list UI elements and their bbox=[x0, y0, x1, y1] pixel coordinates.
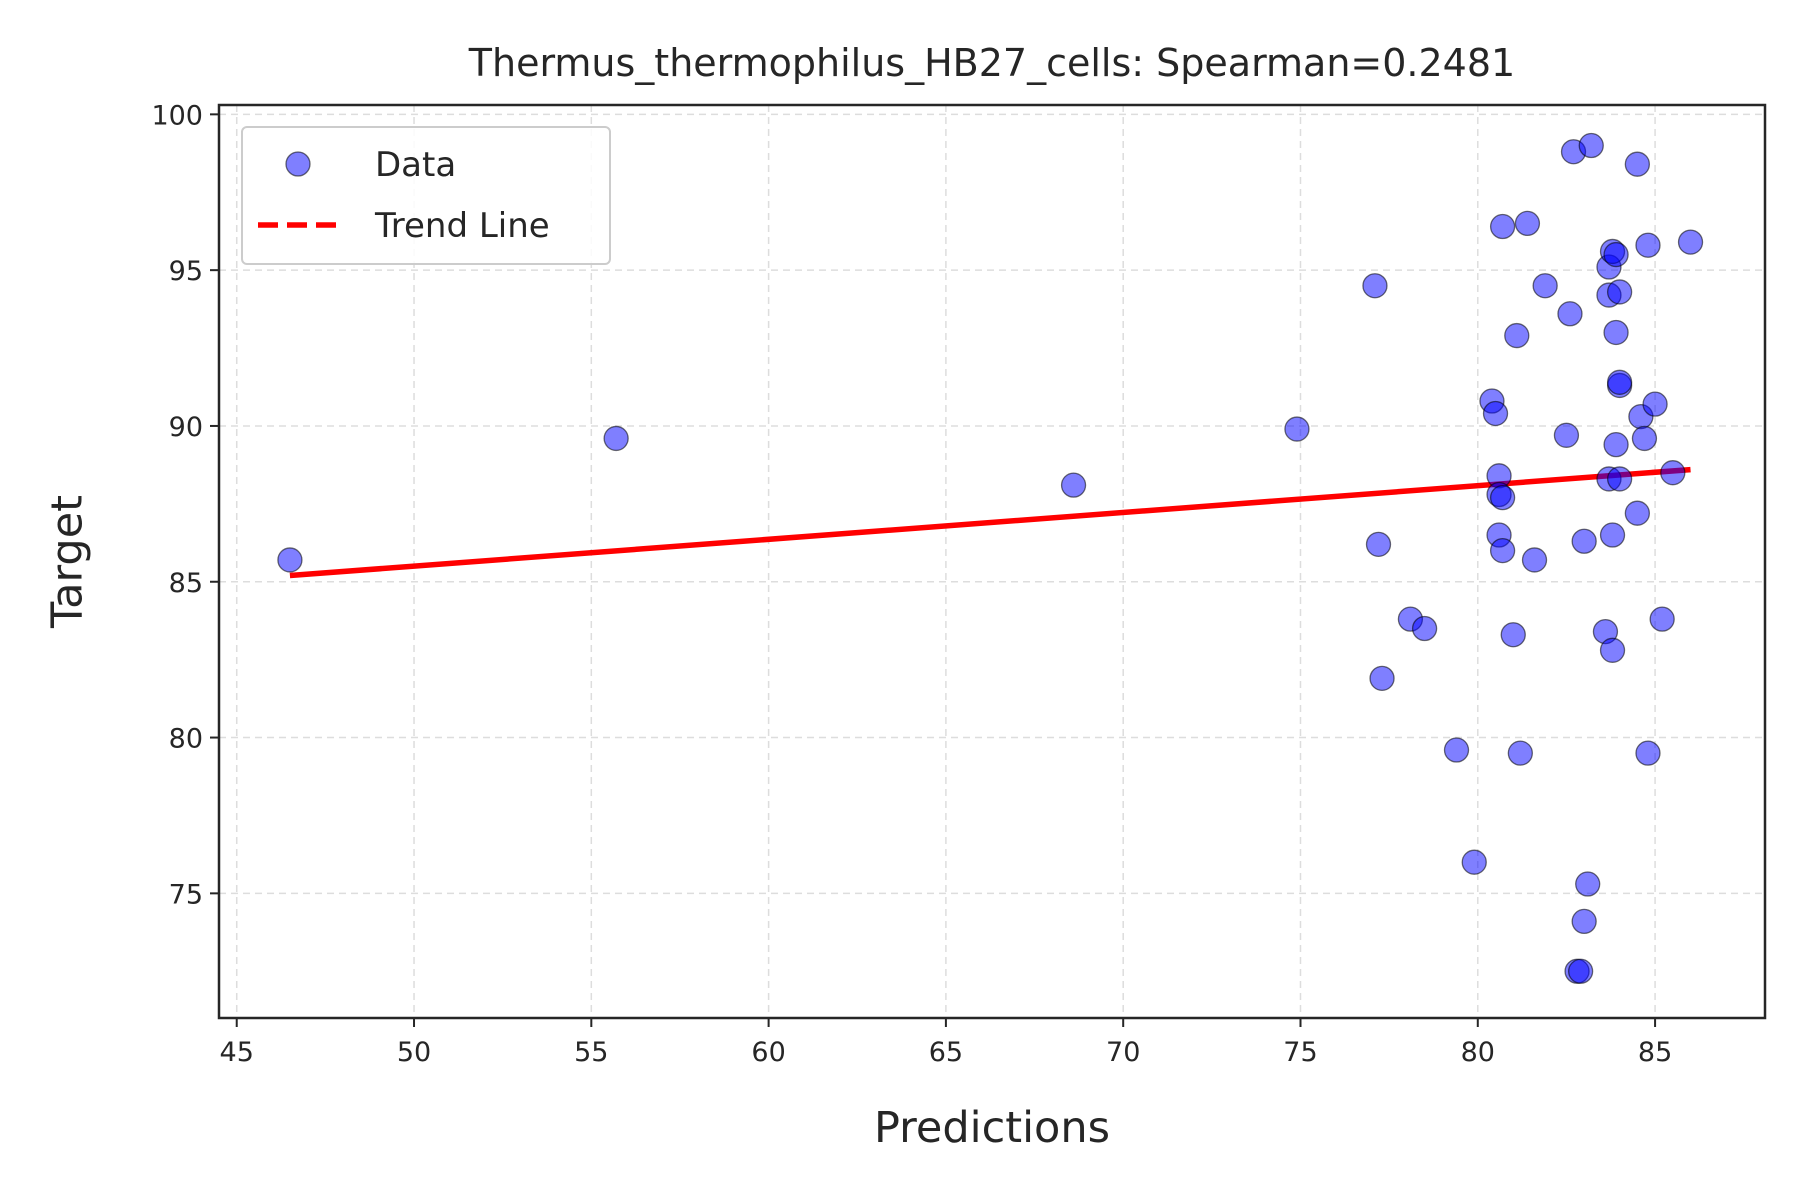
x-tick-label: 50 bbox=[397, 1037, 431, 1068]
y-tick-label: 80 bbox=[169, 724, 203, 755]
data-point bbox=[1635, 232, 1661, 258]
data-point bbox=[1603, 319, 1629, 346]
data-point bbox=[1603, 241, 1629, 268]
legend-box bbox=[241, 126, 611, 265]
data-point bbox=[1443, 737, 1470, 763]
data-point bbox=[1365, 531, 1392, 558]
data-point bbox=[1553, 422, 1580, 448]
trend-line bbox=[289, 466, 1691, 579]
y-tick-label: 85 bbox=[169, 568, 203, 599]
data-point bbox=[1677, 229, 1704, 255]
data-point bbox=[1606, 279, 1633, 305]
data-point bbox=[1500, 622, 1526, 648]
x-tick-label: 55 bbox=[574, 1037, 608, 1068]
data-points bbox=[277, 132, 1704, 984]
data-point bbox=[1489, 213, 1516, 240]
data-point bbox=[1504, 322, 1530, 349]
x-tick-label: 85 bbox=[1638, 1037, 1672, 1068]
data-point bbox=[1603, 431, 1629, 458]
data-point bbox=[1575, 871, 1601, 897]
legend-marker-data bbox=[285, 151, 311, 177]
data-point bbox=[1624, 500, 1650, 526]
data-point bbox=[1532, 273, 1558, 299]
y-tick-label: 90 bbox=[169, 412, 203, 443]
x-axis-title: Predictions bbox=[874, 1103, 1110, 1153]
x-tick-label: 60 bbox=[751, 1037, 785, 1068]
data-point bbox=[1660, 460, 1686, 486]
x-tick-label: 75 bbox=[1283, 1037, 1317, 1068]
x-tick-label: 45 bbox=[220, 1037, 254, 1068]
data-point bbox=[603, 425, 629, 452]
y-tick-label: 95 bbox=[169, 256, 203, 287]
data-point bbox=[1571, 908, 1597, 935]
y-tick-label: 100 bbox=[151, 100, 203, 131]
data-point bbox=[1599, 637, 1626, 663]
data-point bbox=[1606, 369, 1633, 395]
data-point bbox=[1642, 391, 1668, 417]
y-axis-ticks: 75 80 85 90 95 100 bbox=[151, 100, 219, 910]
data-point bbox=[1461, 849, 1487, 875]
data-point bbox=[1514, 210, 1541, 237]
data-point bbox=[1649, 606, 1675, 632]
plot-frame bbox=[217, 103, 1767, 1020]
legend: Data Trend Line bbox=[241, 126, 611, 265]
x-tick-label: 80 bbox=[1461, 1037, 1495, 1068]
y-axis-title: Target bbox=[43, 495, 93, 629]
chart-title: Thermus_thermophilus_HB27_cells: Spearma… bbox=[468, 41, 1515, 85]
data-point bbox=[1635, 740, 1661, 766]
data-point bbox=[1631, 425, 1658, 452]
data-point bbox=[1521, 547, 1548, 573]
data-point bbox=[1606, 466, 1633, 492]
data-point bbox=[1362, 273, 1388, 299]
y-tick-label: 75 bbox=[169, 879, 203, 910]
data-point bbox=[277, 547, 303, 573]
data-point bbox=[1489, 537, 1516, 564]
data-point bbox=[1599, 522, 1626, 548]
data-point bbox=[1578, 132, 1604, 159]
data-point bbox=[1489, 484, 1516, 511]
x-tick-label: 70 bbox=[1106, 1037, 1140, 1068]
legend-label-trend-line: Trend Line bbox=[374, 206, 550, 246]
data-point bbox=[1482, 400, 1509, 427]
data-point bbox=[1369, 665, 1395, 692]
trend-line-layer bbox=[289, 466, 1691, 579]
data-point bbox=[1557, 301, 1583, 327]
data-point bbox=[1624, 151, 1650, 177]
x-tick-label: 65 bbox=[929, 1037, 963, 1068]
data-point bbox=[1571, 528, 1597, 554]
x-axis-ticks: 45 50 55 60 65 70 75 80 85 bbox=[220, 1018, 1672, 1068]
legend-label-data: Data bbox=[375, 145, 456, 185]
data-point bbox=[1507, 740, 1533, 766]
data-point bbox=[1060, 472, 1087, 498]
data-point bbox=[1284, 416, 1310, 442]
data-point bbox=[1567, 958, 1594, 984]
data-point bbox=[1411, 615, 1438, 642]
